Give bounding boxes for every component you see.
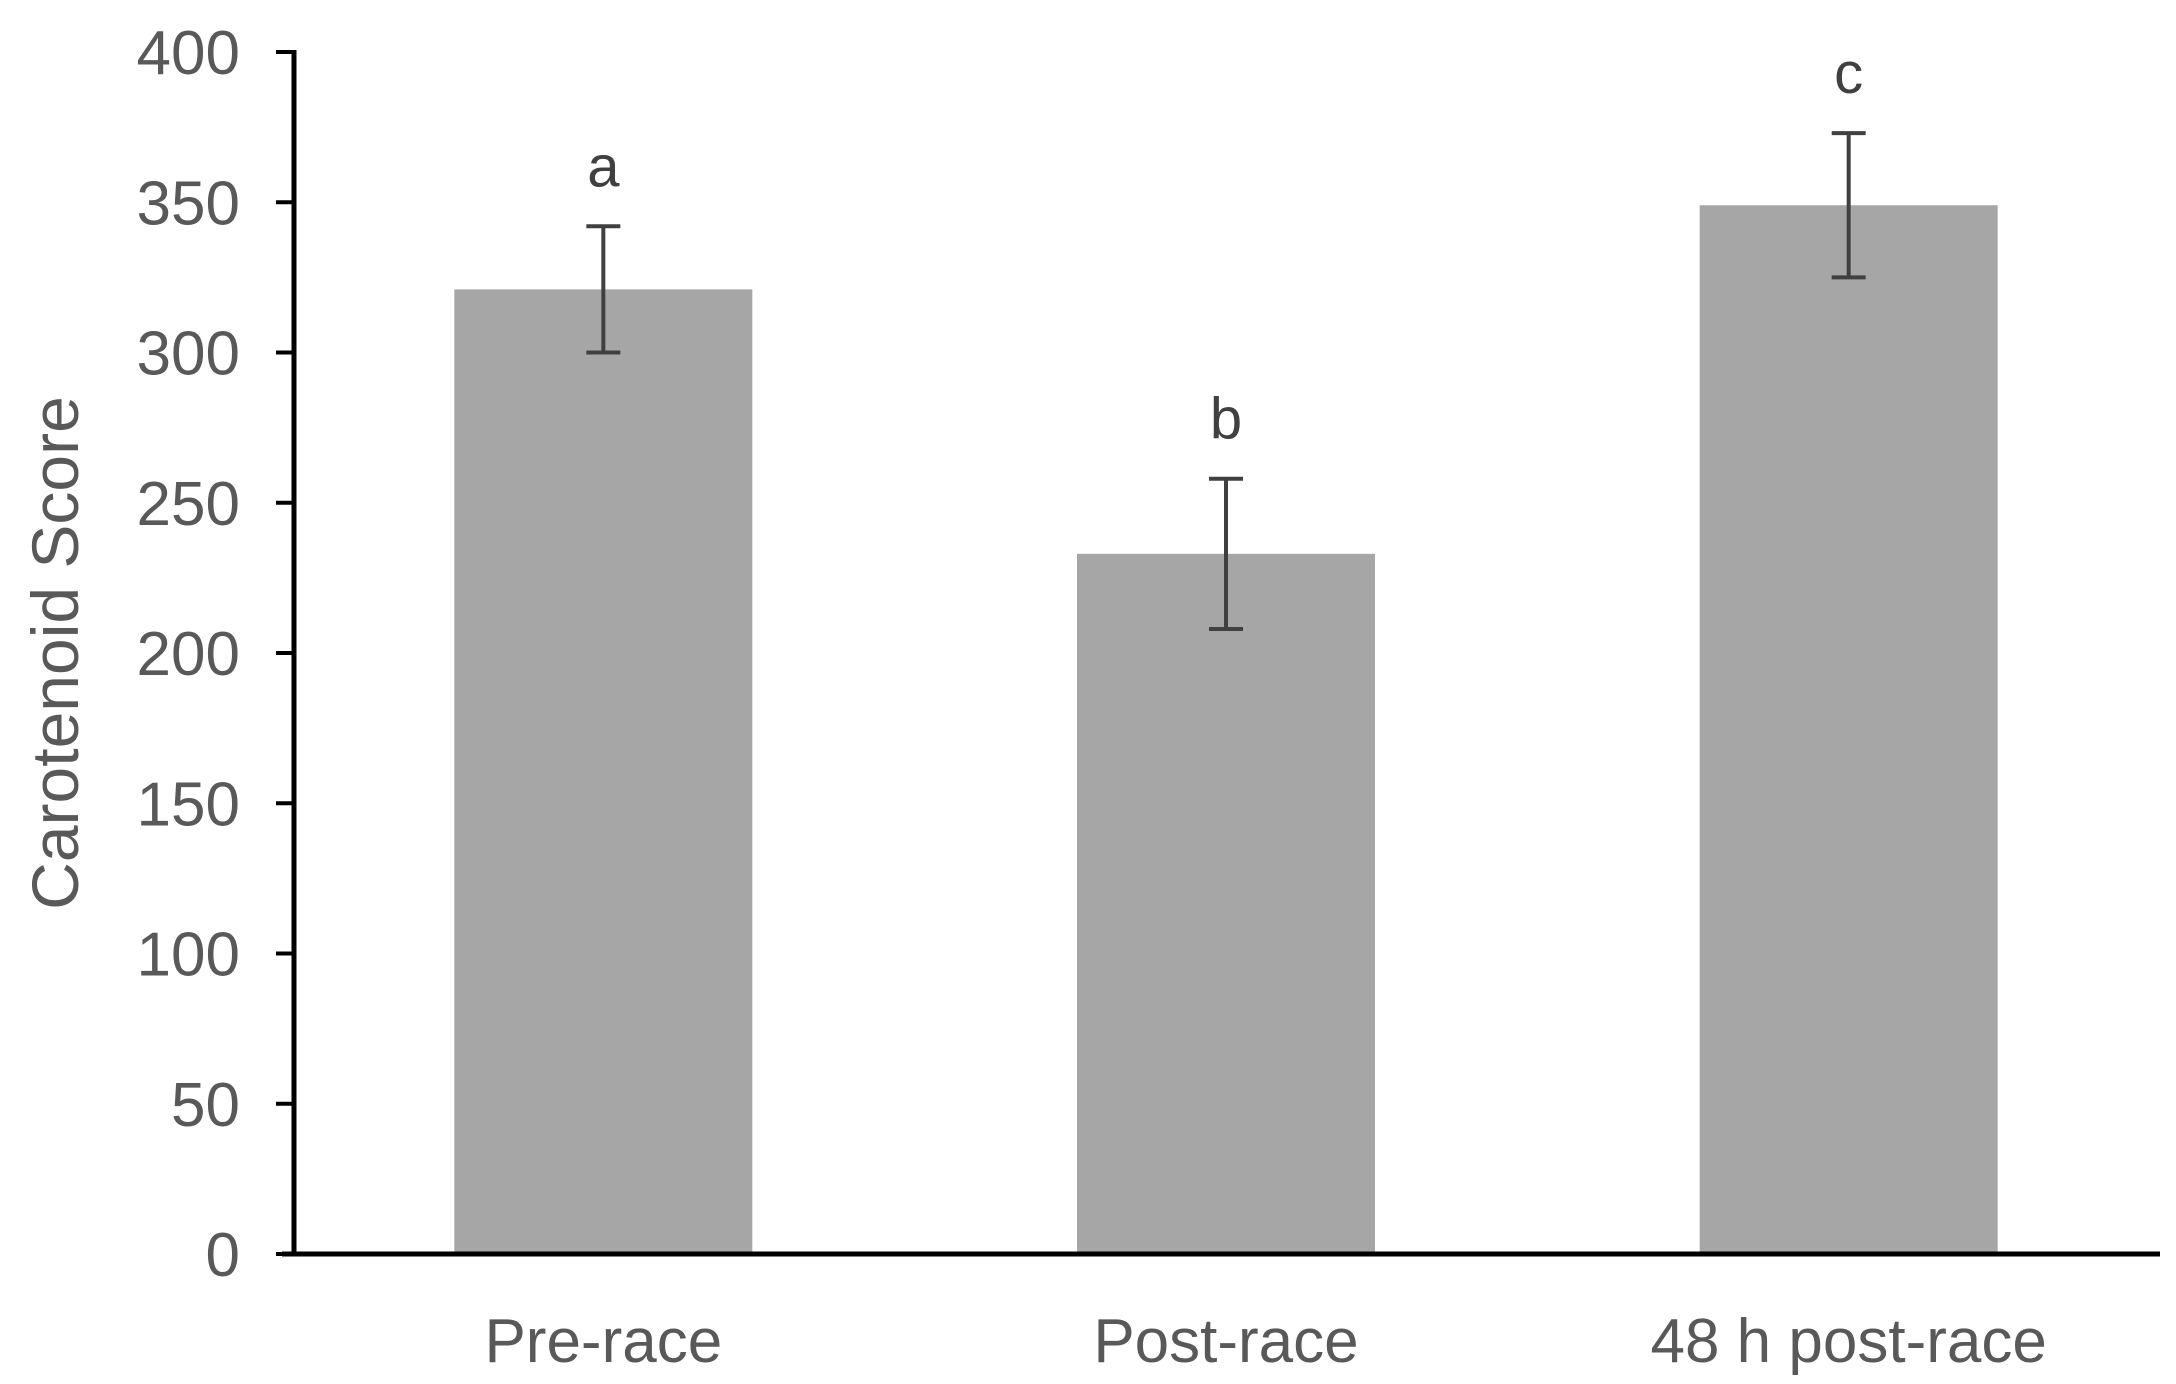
x-tick-label: Pre-race: [484, 1307, 722, 1376]
x-tick-label: Post-race: [1093, 1307, 1358, 1376]
bar: [1699, 205, 1998, 1254]
error-bar: [1209, 476, 1243, 631]
significance-label: c: [1834, 41, 1863, 106]
y-tick-label: 250: [137, 470, 240, 539]
y-tick-label: 150: [137, 770, 240, 839]
significance-label: a: [587, 134, 620, 199]
bars: [454, 205, 1998, 1254]
y-tick-label: 200: [137, 620, 240, 689]
x-tick-label: 48 h post-race: [1650, 1307, 2046, 1376]
error-bar: [1831, 131, 1866, 280]
y-tick-label: 100: [137, 921, 240, 990]
bar: [1077, 553, 1375, 1254]
error-bars: [586, 131, 1866, 631]
y-tick-label: 350: [137, 169, 240, 238]
y-tick-label: 300: [137, 320, 240, 389]
y-tick-label: 400: [137, 19, 240, 88]
y-tick-label: 50: [171, 1071, 240, 1140]
significance-label: b: [1210, 387, 1242, 452]
y-axis-ticks: 0 50 100 150 200 250 300 350 400: [137, 19, 294, 1290]
significance-labels: a b c: [587, 41, 1863, 452]
y-axis-title: Carotenoid Score: [18, 396, 92, 910]
bar: [454, 289, 753, 1254]
y-tick-label: 0: [206, 1221, 240, 1290]
x-axis-ticks: Pre-race Post-race 48 h post-race: [484, 1307, 2046, 1376]
axes: [282, 50, 2160, 1257]
error-bar: [586, 224, 621, 355]
